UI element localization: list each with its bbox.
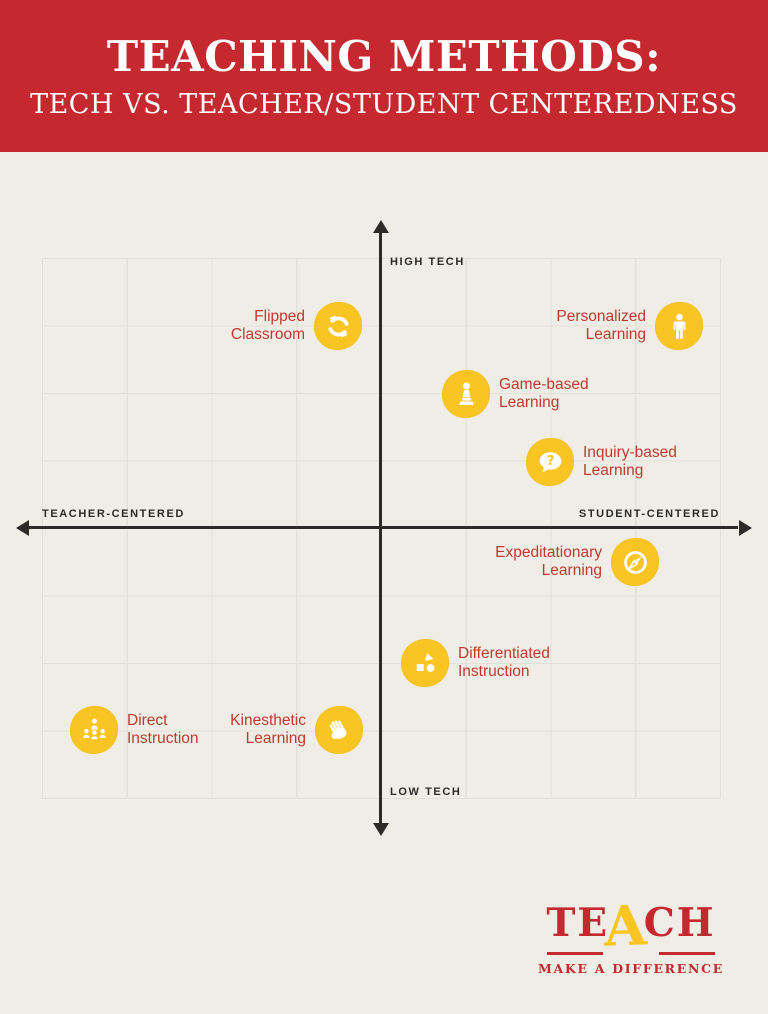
logo-underline-right (658, 952, 715, 955)
arrow-down-icon (373, 823, 389, 836)
header-banner: TEACHING METHODS: TECH VS. TEACHER/STUDE… (0, 0, 768, 152)
horizontal-axis (28, 526, 738, 529)
method-label-flipped-classroom: Flipped Classroom (230, 307, 305, 343)
page-subtitle: TECH VS. TEACHER/STUDENT CENTEREDNESS (30, 89, 738, 120)
axis-label-student-centered: STUDENT-CENTERED (578, 508, 720, 520)
logo-te: TE (546, 900, 610, 946)
compass-icon (611, 538, 659, 586)
refresh-icon (314, 302, 362, 350)
method-label-differentiated-instruction: Differentiated Instruction (458, 644, 550, 680)
logo-underline-left (547, 952, 604, 955)
chess-piece-icon (442, 370, 490, 418)
question-bubble-icon: ? (526, 438, 574, 486)
logo-a: A (602, 892, 650, 959)
axis-label-high-tech: HIGH TECH (390, 256, 465, 268)
method-label-inquiry-based-learning: Inquiry-based Learning (583, 443, 677, 479)
axis-label-teacher-centered: TEACHER-CENTERED (42, 508, 185, 520)
method-label-personalized-learning: Personalized Learning (556, 307, 646, 343)
arrow-right-icon (739, 520, 752, 536)
shapes-icon (401, 639, 449, 687)
svg-text:?: ? (546, 452, 554, 468)
arrow-left-icon (16, 520, 29, 536)
person-icon (655, 302, 703, 350)
method-label-expeditationary-learning: Expeditationary Learning (495, 543, 602, 579)
logo-wordmark: TEACH (546, 892, 716, 959)
page-title: TEACHING METHODS: (106, 32, 662, 81)
classroom-icon (70, 706, 118, 754)
axis-label-low-tech: LOW TECH (390, 786, 462, 798)
teach-logo: TEACH MAKE A DIFFERENCE (537, 892, 724, 976)
method-label-kinesthetic-learning: Kinesthetic Learning (230, 711, 306, 747)
logo-tagline: MAKE A DIFFERENCE (537, 961, 724, 976)
hand-icon (315, 706, 363, 754)
arrow-up-icon (373, 220, 389, 233)
logo-ch: CH (643, 900, 716, 946)
method-label-game-based-learning: Game-based Learning (499, 375, 589, 411)
method-label-direct-instruction: Direct Instruction (127, 711, 199, 747)
